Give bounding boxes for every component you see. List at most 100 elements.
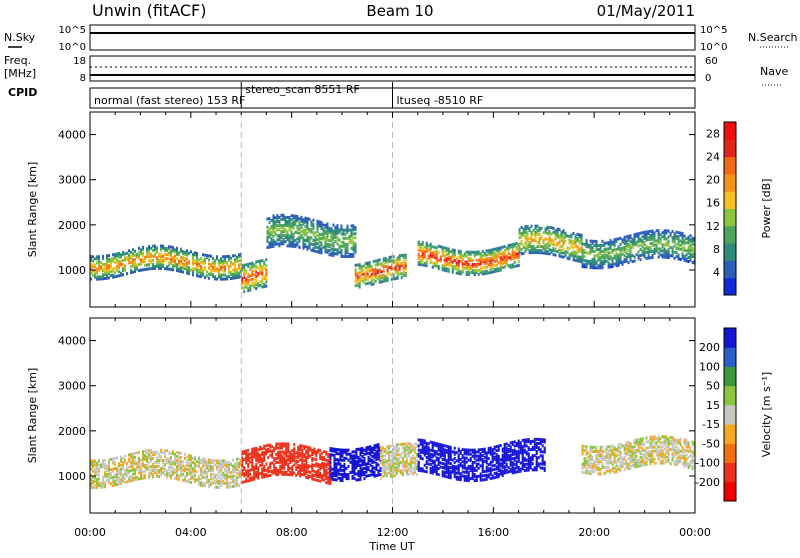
echo-cell: [468, 449, 470, 452]
echo-cell: [440, 443, 442, 446]
echo-cell: [324, 224, 326, 227]
echo-cell: [632, 238, 634, 241]
echo-cell: [263, 267, 265, 270]
echo-cell: [424, 439, 426, 442]
echo-cell: [674, 257, 676, 260]
echo-cell: [381, 274, 383, 277]
echo-cell: [331, 453, 333, 456]
echo-cell: [476, 455, 478, 458]
echo-cell: [138, 247, 140, 250]
echo-cell: [332, 223, 334, 226]
echo-cell: [432, 441, 434, 444]
echo-cell: [138, 477, 140, 480]
echo-cell: [222, 259, 224, 262]
echo-cell: [150, 259, 152, 262]
echo-cell: [518, 450, 520, 453]
echo-cell: [684, 247, 686, 250]
echo-cell: [596, 240, 598, 243]
echo-cell: [510, 468, 512, 471]
echo-cell: [158, 459, 160, 462]
echo-cell: [452, 248, 454, 251]
echo-cell: [646, 245, 648, 248]
echo-cell: [138, 269, 140, 272]
echo-cell: [662, 231, 664, 234]
echo-cell: [220, 460, 222, 463]
echo-cell: [341, 465, 343, 468]
echo-cell: [110, 468, 112, 471]
echo-cell: [478, 448, 480, 451]
echo-cell: [373, 452, 375, 455]
echo-cell: [276, 234, 278, 237]
echo-cell: [371, 459, 373, 462]
echo-cell: [168, 257, 170, 260]
echo-cell: [128, 476, 130, 479]
echo-cell: [402, 469, 404, 472]
echo-cell: [592, 258, 594, 261]
echo-cell: [648, 236, 650, 239]
echo-cell: [218, 259, 220, 262]
echo-cell: [166, 253, 168, 256]
echo-cell: [480, 267, 482, 270]
echo-cell: [184, 457, 186, 460]
echo-cell: [317, 463, 319, 466]
echo-cell: [341, 473, 343, 476]
echo-cell: [112, 458, 114, 461]
echo-cell: [150, 449, 152, 452]
echo-cell: [484, 266, 486, 269]
beam-title: Beam 10: [366, 2, 433, 20]
echo-cell: [316, 250, 318, 253]
echo-cell: [454, 465, 456, 468]
echo-cell: [521, 248, 523, 251]
echo-cell: [100, 265, 102, 268]
echo-cell: [478, 263, 480, 266]
echo-cell: [498, 247, 500, 250]
echo-cell: [418, 461, 420, 464]
echo-cell: [265, 463, 267, 466]
echo-cell: [243, 472, 245, 475]
echo-cell: [280, 218, 282, 221]
echo-cell: [342, 255, 344, 258]
echo-cell: [446, 267, 448, 270]
echo-cell: [458, 464, 460, 467]
echo-cell: [391, 278, 393, 281]
echo-cell: [612, 249, 614, 252]
echo-cell: [124, 265, 126, 268]
echo-cell: [343, 457, 345, 460]
echo-cell: [182, 250, 184, 253]
echo-cell: [466, 271, 468, 274]
echo-cell: [102, 267, 104, 270]
echo-cell: [452, 465, 454, 468]
echo-cell: [529, 249, 531, 252]
echo-cell: [257, 467, 259, 470]
echo-cell: [311, 463, 313, 466]
echo-cell: [154, 465, 156, 468]
echo-cell: [194, 456, 196, 459]
echo-cell: [313, 470, 315, 473]
echo-cell: [474, 263, 476, 266]
echo-cell: [330, 248, 332, 251]
echo-cell: [150, 253, 152, 256]
echo-cell: [648, 230, 650, 233]
echo-cell: [126, 256, 128, 259]
echo-cell: [307, 474, 309, 477]
echo-cell: [450, 466, 452, 469]
echo-cell: [416, 443, 418, 446]
echo-cell: [553, 253, 555, 256]
echo-cell: [466, 261, 468, 264]
echo-cell: [428, 248, 430, 251]
echo-cell: [232, 273, 234, 276]
echo-cell: [321, 456, 323, 459]
echo-cell: [666, 229, 668, 232]
echo-cell: [315, 470, 317, 473]
echo-cell: [650, 246, 652, 249]
echo-cell: [462, 460, 464, 463]
echo-cell: [146, 456, 148, 459]
echo-cell: [486, 466, 488, 469]
echo-cell: [676, 247, 678, 250]
echo-cell: [176, 257, 178, 260]
echo-cell: [337, 469, 339, 472]
echo-cell: [432, 251, 434, 254]
echo-cell: [426, 460, 428, 463]
echo-cell: [660, 254, 662, 257]
echo-cell: [214, 459, 216, 462]
